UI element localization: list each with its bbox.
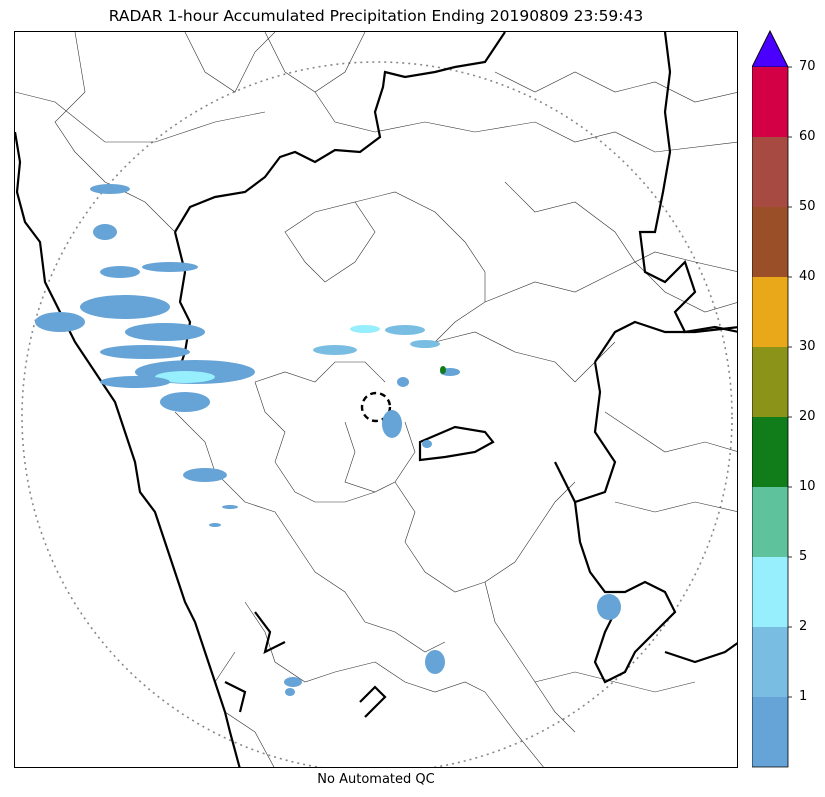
precip-echo — [222, 505, 238, 509]
district-boundaries — [15, 32, 737, 767]
colorbar-bins — [752, 30, 792, 768]
radar-site-marker — [360, 391, 392, 423]
colorbar-tick-label: 30 — [799, 339, 816, 354]
colorbar-tick-label: 70 — [799, 59, 816, 74]
precip-echo — [142, 262, 198, 272]
precip-echo — [155, 371, 215, 383]
precip-echo — [350, 325, 380, 333]
precip-echo — [93, 224, 117, 240]
colorbar-bin — [752, 347, 788, 417]
precip-echo — [80, 295, 170, 319]
colorbar-bin — [752, 697, 788, 767]
precip-echo — [313, 345, 357, 355]
colorbar-tick-label: 50 — [799, 199, 816, 214]
precip-echo — [209, 523, 221, 527]
colorbar-bin — [752, 207, 788, 277]
radar-map — [14, 31, 738, 768]
colorbar-tick-label: 20 — [799, 409, 816, 424]
precip-echo — [597, 594, 621, 620]
colorbar-bin — [752, 417, 788, 487]
colorbar: 1 2 5 10 20 30 40 50 60 70 — [752, 30, 825, 770]
precip-echo — [285, 688, 295, 696]
precip-echo — [90, 184, 130, 194]
radar-range-ring — [21, 61, 733, 767]
precip-echo — [160, 392, 210, 412]
precip-echo — [385, 325, 425, 335]
qc-note: No Automated QC — [317, 772, 435, 787]
precip-echo — [284, 677, 302, 687]
colorbar-frame — [752, 30, 789, 768]
colorbar-bin — [752, 67, 788, 137]
colorbar-tick-label: 2 — [799, 619, 808, 634]
precip-echo — [422, 440, 432, 448]
state-boundaries — [15, 32, 737, 767]
colorbar-tick-label: 60 — [799, 129, 816, 144]
precip-echo — [35, 312, 85, 332]
precip-echo — [425, 650, 445, 674]
colorbar-bin — [752, 627, 788, 697]
colorbar-tick-label: 1 — [799, 689, 808, 704]
precip-echo-intense — [440, 366, 446, 374]
chart-title: RADAR 1-hour Accumulated Precipitation E… — [108, 7, 644, 25]
colorbar-tick-label: 5 — [799, 549, 808, 564]
colorbar-tick-label: 10 — [799, 479, 816, 494]
colorbar-tick-label: 40 — [799, 269, 816, 284]
precip-echo — [410, 340, 440, 348]
precip-echo — [100, 266, 140, 278]
colorbar-extend-arrow — [752, 30, 789, 68]
colorbar-bin — [752, 557, 788, 627]
precipitation-echoes — [35, 184, 621, 696]
precip-echo — [183, 468, 227, 482]
precip-echo — [382, 410, 402, 438]
colorbar-bin — [752, 487, 788, 557]
precip-echo — [397, 377, 409, 387]
map-canvas — [15, 32, 737, 767]
precip-echo — [125, 323, 205, 341]
colorbar-bin — [752, 277, 788, 347]
colorbar-bin — [752, 137, 788, 207]
precip-echo — [100, 376, 170, 388]
precip-echo — [100, 345, 190, 359]
